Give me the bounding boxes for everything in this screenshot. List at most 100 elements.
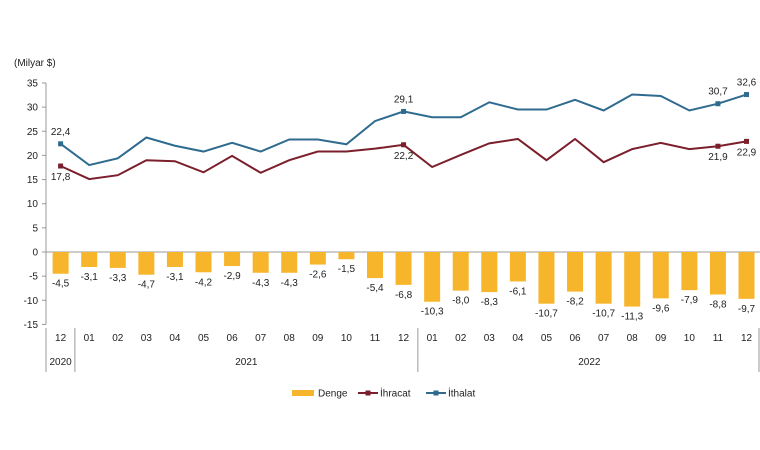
- x-tick-label: 10: [341, 333, 353, 344]
- line-marker: [58, 163, 64, 169]
- bar-label: -4,2: [195, 277, 213, 288]
- bar-label: -5,4: [366, 283, 384, 294]
- x-tick-label: 12: [398, 333, 410, 344]
- bar-label: -3,1: [166, 272, 184, 283]
- bar-denge: [738, 252, 755, 299]
- x-tick-label: 11: [713, 333, 724, 344]
- bar-label: -8,3: [481, 297, 499, 308]
- bar-label: -8,0: [452, 296, 470, 307]
- line-marker: [744, 92, 750, 98]
- bar-label: -4,3: [252, 278, 270, 289]
- legend: Denge İhracat İthalat: [292, 387, 475, 400]
- y-tick-label: 35: [27, 78, 39, 89]
- point-label: 17,8: [51, 172, 71, 183]
- x-tick-label: 07: [255, 333, 267, 344]
- bar-label: -10,7: [535, 309, 558, 320]
- bar-denge: [395, 252, 412, 285]
- bar-label: -8,8: [709, 300, 727, 311]
- bar-label: -3,1: [81, 272, 99, 283]
- data-labels: -4,5 -3,1 -3,3 -4,7 -3,1 -4,2 -2,9 -4,3 -4,3 -2,6…: [51, 78, 757, 323]
- bar-label: -9,6: [652, 303, 670, 314]
- bar-label: -9,7: [738, 304, 756, 315]
- bar-denge: [681, 252, 698, 291]
- x-tick-label: 02: [112, 333, 124, 344]
- bar-label: -2,6: [309, 270, 327, 281]
- x-tick-label: 02: [455, 333, 467, 344]
- point-label: 21,9: [708, 152, 728, 163]
- legend-swatch-denge: [292, 390, 314, 396]
- bar-denge: [252, 252, 269, 273]
- bar-label: -6,1: [509, 286, 527, 297]
- y-tick-label: 10: [27, 199, 39, 210]
- bar-label: -3,3: [109, 273, 127, 284]
- bar-denge: [567, 252, 584, 292]
- line-marker: [401, 108, 407, 114]
- line-marker: [744, 138, 750, 144]
- bar-denge: [52, 252, 69, 274]
- bar-label: -7,9: [681, 295, 699, 306]
- y-tick-label: 5: [32, 223, 38, 234]
- point-label: 29,1: [394, 94, 414, 105]
- bar-label: -8,2: [566, 297, 584, 308]
- y-tick-label: 30: [27, 103, 39, 114]
- bar-denge: [338, 252, 355, 260]
- x-tick-label: 04: [169, 333, 181, 344]
- x-tick-label: 10: [684, 333, 696, 344]
- x-tick-label: 11: [370, 333, 381, 344]
- bar-denge: [366, 252, 383, 279]
- x-tick-label: 05: [198, 333, 210, 344]
- bar-label: -2,9: [223, 271, 241, 282]
- point-label: 32,6: [737, 78, 757, 89]
- line-marker: [715, 143, 721, 149]
- line-marker: [715, 101, 721, 107]
- x-tick-label: 12: [741, 333, 753, 344]
- bar-denge: [281, 252, 298, 273]
- bar-denge: [224, 252, 241, 267]
- bar-denge: [195, 252, 212, 273]
- y-tick-label: 15: [27, 175, 39, 186]
- bar-denge: [138, 252, 155, 275]
- legend-label-denge: Denge: [318, 389, 348, 400]
- x-tick-label: 04: [512, 333, 524, 344]
- point-label: 22,4: [51, 127, 71, 138]
- bar-denge: [595, 252, 612, 304]
- x-tick-label: 06: [227, 333, 239, 344]
- line-marker: [58, 141, 64, 147]
- bar-denge: [481, 252, 498, 293]
- y-tick-label: 25: [27, 127, 39, 138]
- x-tick-label: 03: [141, 333, 153, 344]
- y-tick-label: -15: [24, 320, 39, 331]
- x-tick-label: 06: [569, 333, 581, 344]
- point-label: 22,9: [737, 147, 757, 158]
- bar-label: -10,7: [592, 309, 615, 320]
- bar-label: -11,3: [621, 312, 643, 323]
- line-marker: [401, 142, 407, 148]
- bar-denge: [424, 252, 441, 302]
- bar-denge: [109, 252, 126, 268]
- bar-denge: [452, 252, 469, 291]
- bar-denge: [624, 252, 641, 307]
- x-tick-label: 12: [55, 333, 67, 344]
- bar-label: -4,3: [281, 278, 299, 289]
- y-unit-label: (Milyar $): [14, 58, 56, 69]
- y-tick-label: 0: [32, 248, 38, 259]
- x-tick-label: 09: [312, 333, 324, 344]
- point-label: 30,7: [708, 87, 728, 98]
- x-tick-label: 05: [541, 333, 553, 344]
- x-tick-label: 08: [284, 333, 296, 344]
- bars: [52, 252, 755, 307]
- y-tick-label: -5: [29, 272, 38, 283]
- legend-label-ihracat: İhracat: [380, 387, 411, 400]
- x-tick-label: 01: [427, 333, 439, 344]
- bar-denge: [709, 252, 726, 295]
- x-tick-label: 01: [84, 333, 96, 344]
- bar-label: -4,5: [52, 279, 70, 290]
- year-label: 2020: [49, 357, 72, 368]
- year-label: 2021: [235, 357, 258, 368]
- bar-label: -10,3: [421, 307, 444, 318]
- bar-denge: [538, 252, 555, 304]
- legend-marker-ihracat: [365, 390, 371, 396]
- bar-denge: [309, 252, 326, 265]
- x-tick-label: 07: [598, 333, 610, 344]
